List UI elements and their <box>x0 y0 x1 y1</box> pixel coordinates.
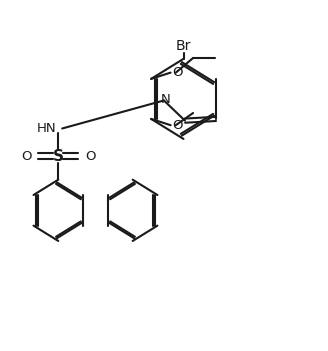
Text: O: O <box>172 66 182 79</box>
Text: Br: Br <box>176 39 191 53</box>
Text: O: O <box>21 150 31 163</box>
Text: S: S <box>53 149 64 164</box>
Text: HN: HN <box>37 122 57 135</box>
Text: O: O <box>172 119 182 132</box>
Text: O: O <box>85 150 95 163</box>
Text: N: N <box>160 93 170 106</box>
